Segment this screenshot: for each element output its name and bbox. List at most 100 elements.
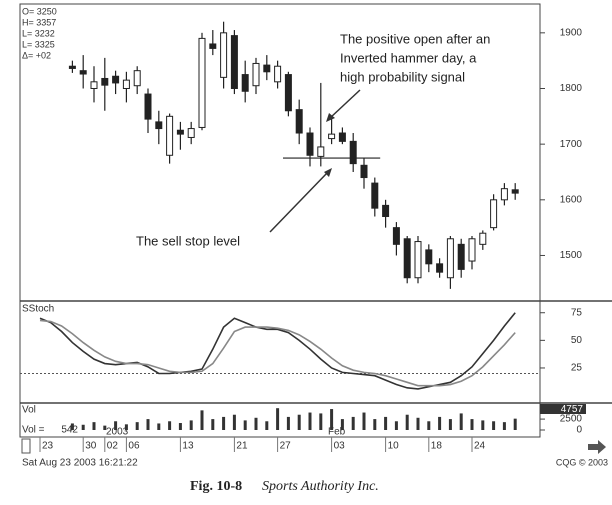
candle-body [338,132,346,142]
candle-body [122,79,130,89]
candle-body [68,65,76,69]
candle-body [436,263,444,273]
readout: Δ= +02 [22,50,51,60]
candle-body [198,37,206,128]
volume-bar [114,421,118,430]
scroll-icon [21,438,31,454]
y-tick-label: 1800 [560,83,583,94]
volume-bar [470,419,474,430]
candle-body [349,140,357,165]
candle-body [317,146,325,157]
y-tick-label: 2500 [560,414,583,425]
volume-bar [330,409,334,430]
candle-body [328,133,336,140]
candle-body [403,238,411,279]
volume-bar [438,416,442,430]
volume-bar [448,419,452,430]
volume-bar [103,425,107,430]
y-tick-label: 1500 [560,250,583,261]
candle-body [490,199,498,229]
x-tick-label: 10 [388,441,400,452]
candle-body [166,115,174,156]
candle-body [90,81,98,89]
volume-bar [481,420,485,430]
x-tick-label: 21 [236,441,248,452]
y-tick-label: 75 [571,307,583,318]
volume-bar [243,420,247,430]
y-tick-label: 50 [571,335,583,346]
annotation: The positive open after an [340,31,490,46]
volume-bar [168,421,172,430]
candle-body [306,132,314,156]
volume-bar [200,410,204,430]
volume-bar [416,417,420,430]
candle-body [392,227,400,245]
candle-body [274,65,282,83]
volume-bar [222,416,226,430]
candle-body [263,64,271,73]
readout: L= 3325 [22,39,55,49]
readout: H= 3357 [22,17,56,27]
volume-bar [232,414,236,430]
last-value-box [540,404,586,414]
x-tick-label: 27 [280,441,292,452]
candle-body [457,243,465,270]
candle-body [284,74,292,112]
volume-bar [319,413,323,430]
candle-body [500,188,508,201]
candle-body [371,182,379,209]
candle-body [101,77,109,86]
candle-body [209,43,217,49]
candle-body [446,238,454,279]
x-annotation: Feb [328,427,346,438]
candle-body [155,121,163,130]
volume-bar [384,416,388,430]
arrow-icon [588,440,606,454]
y-tick-label: 25 [571,363,583,374]
candle-body [79,70,87,75]
x-tick-label: 13 [182,441,194,452]
volume-bar [276,408,280,430]
annotation: The sell stop level [136,233,240,248]
volume-bar [254,417,258,430]
panel-label: SStoch [22,304,54,315]
volume-bar [405,414,409,430]
volume-bar [373,419,377,430]
volume-bar [124,424,128,430]
candle-body [230,35,238,89]
volume-bar [286,416,290,430]
annotation: Inverted hammer day, a [340,50,477,65]
candle-body [468,238,476,262]
volume-bar [459,413,463,430]
candle-body [479,232,487,245]
copyright: CQG © 2003 [556,457,608,467]
candle-body [425,249,433,265]
volume-bar [211,419,215,430]
volume-bar [178,423,182,430]
readout: L= 3232 [22,28,55,38]
annotation-arrow [329,89,361,119]
volume-bar [135,422,139,430]
candle-body [133,70,141,87]
volume-bar [297,414,301,430]
y-tick-label: 1900 [560,27,583,38]
volume-bar [427,421,431,430]
volume-bar [157,423,161,430]
y-tick-label: 0 [576,425,582,436]
panel-label: Vol [22,405,36,416]
volume-bar [362,412,366,430]
stoch-line [39,319,516,387]
caption-title: Sports Authority Inc. [262,479,379,494]
x-tick-label: 03 [334,441,346,452]
x-tick-label: 02 [107,441,119,452]
arrow-head [326,113,335,122]
volume-bar [308,412,312,430]
candle-body [220,32,228,78]
volume-bar [189,420,193,430]
last-value: 4757 [561,404,584,415]
readout: O= 3250 [22,6,57,16]
candle-body [176,129,184,135]
volume-bar [351,416,355,430]
